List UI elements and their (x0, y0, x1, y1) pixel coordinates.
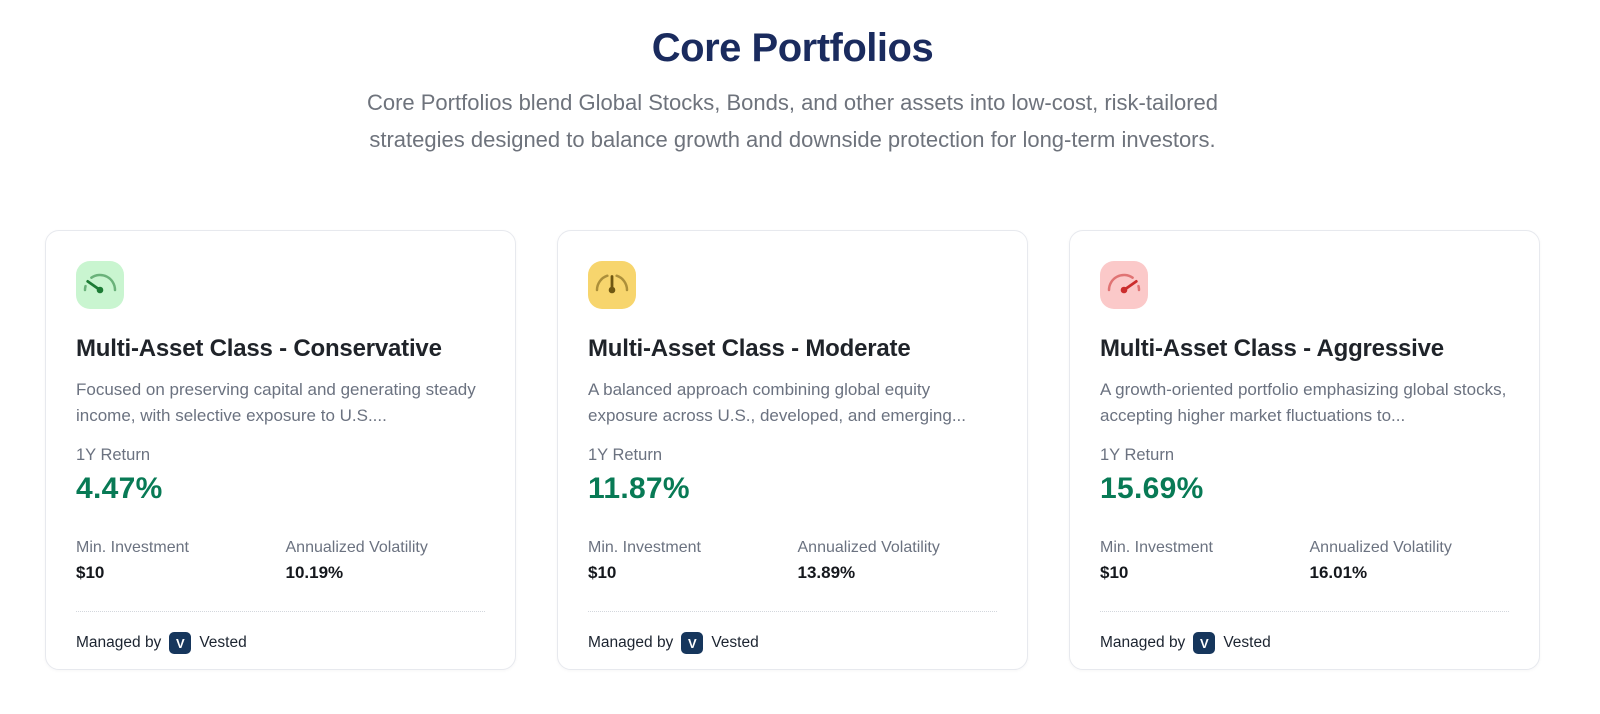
return-value: 11.87% (588, 472, 690, 505)
gauge-high-icon (1100, 261, 1148, 309)
portfolio-description: Focused on preserving capital and genera… (76, 380, 476, 425)
return-label: 1Y Return (1100, 446, 1174, 464)
min-investment-stat: Min. Investment $10 (588, 537, 788, 584)
vested-logo-icon: V (169, 632, 192, 654)
dotted-divider (76, 611, 485, 612)
volatility-label: Annualized Volatility (285, 539, 428, 556)
volatility-value: 10.19% (285, 563, 344, 582)
volatility-label: Annualized Volatility (797, 539, 940, 556)
page-header: Core Portfolios Core Portfolios blend Gl… (45, 26, 1540, 158)
return-label: 1Y Return (588, 446, 662, 464)
managed-by-label: Managed by (1100, 634, 1186, 651)
managed-by-row: Managed by V Vested (76, 632, 485, 654)
page-subtitle: Core Portfolios blend Global Stocks, Bon… (313, 84, 1273, 158)
portfolio-description: A balanced approach combining global equ… (588, 380, 966, 425)
return-value: 4.47% (76, 472, 163, 505)
managed-by-label: Managed by (588, 634, 674, 651)
gauge-mid-icon (588, 261, 636, 309)
return-value: 15.69% (1100, 472, 1204, 505)
min-investment-value: $10 (588, 563, 617, 582)
gauge-low-icon (76, 261, 124, 309)
volatility-stat: Annualized Volatility 16.01% (1310, 537, 1510, 584)
portfolio-title: Multi-Asset Class - Aggressive (1100, 335, 1444, 362)
portfolio-title: Multi-Asset Class - Conservative (76, 335, 442, 362)
min-investment-label: Min. Investment (76, 539, 189, 556)
min-investment-value: $10 (1100, 563, 1129, 582)
portfolio-card-moderate[interactable]: Multi-Asset Class - Moderate A balanced … (557, 230, 1028, 670)
page-title: Core Portfolios (651, 26, 934, 70)
portfolio-card-aggressive[interactable]: Multi-Asset Class - Aggressive A growth-… (1069, 230, 1540, 670)
stats-row: Min. Investment $10 Annualized Volatilit… (76, 537, 485, 584)
min-investment-value: $10 (76, 563, 105, 582)
dotted-divider (588, 611, 997, 612)
volatility-value: 16.01% (1309, 563, 1368, 582)
return-label: 1Y Return (76, 446, 150, 464)
dotted-divider (1100, 611, 1509, 612)
volatility-stat: Annualized Volatility 10.19% (286, 537, 486, 584)
core-portfolios-page: Core Portfolios Core Portfolios blend Gl… (45, 26, 1540, 670)
managed-by-row: Managed by V Vested (588, 632, 997, 654)
portfolio-description: A growth-oriented portfolio emphasizing … (1100, 380, 1507, 425)
vested-logo-icon: V (681, 632, 704, 654)
stats-row: Min. Investment $10 Annualized Volatilit… (588, 537, 997, 584)
manager-name: Vested (1223, 634, 1271, 651)
min-investment-stat: Min. Investment $10 (1100, 537, 1300, 584)
volatility-value: 13.89% (797, 563, 856, 582)
managed-by-label: Managed by (76, 634, 162, 651)
vested-logo-letter: V (175, 635, 185, 651)
min-investment-label: Min. Investment (588, 539, 701, 556)
volatility-label: Annualized Volatility (1309, 539, 1452, 556)
stats-row: Min. Investment $10 Annualized Volatilit… (1100, 537, 1509, 584)
vested-logo-letter: V (1199, 635, 1209, 651)
min-investment-stat: Min. Investment $10 (76, 537, 276, 584)
portfolio-cards-row: Multi-Asset Class - Conservative Focused… (45, 230, 1540, 670)
manager-name: Vested (711, 634, 759, 651)
page-subtitle-line2: strategies designed to balance growth an… (369, 127, 1216, 152)
volatility-stat: Annualized Volatility 13.89% (798, 537, 998, 584)
min-investment-label: Min. Investment (1100, 539, 1213, 556)
page-subtitle-line1: Core Portfolios blend Global Stocks, Bon… (366, 90, 1219, 115)
vested-logo-icon: V (1193, 632, 1216, 654)
portfolio-card-conservative[interactable]: Multi-Asset Class - Conservative Focused… (45, 230, 516, 670)
manager-name: Vested (199, 634, 247, 651)
portfolio-title: Multi-Asset Class - Moderate (588, 335, 911, 362)
managed-by-row: Managed by V Vested (1100, 632, 1509, 654)
vested-logo-letter: V (687, 635, 697, 651)
